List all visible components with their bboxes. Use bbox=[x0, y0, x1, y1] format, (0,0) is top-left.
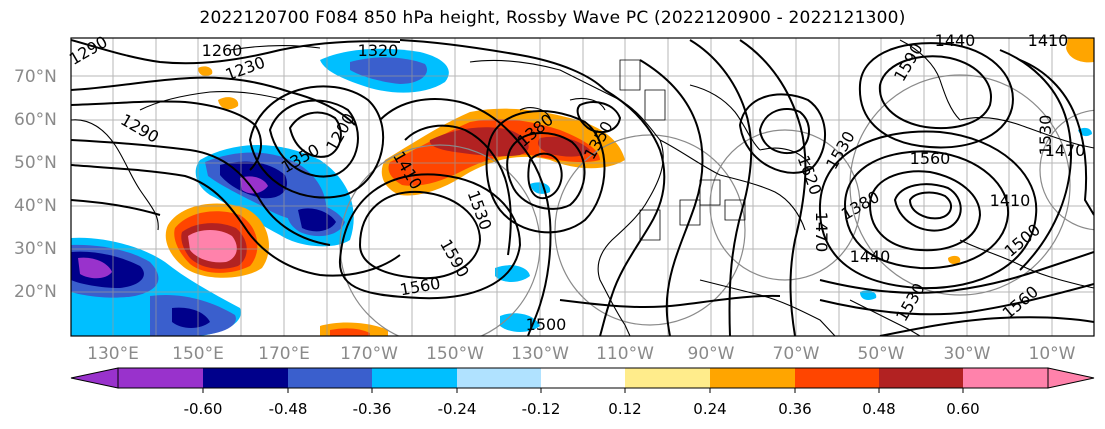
contour-label: 1410 bbox=[990, 191, 1031, 210]
negative-anomaly-region bbox=[495, 265, 530, 282]
contour-label: 1410 bbox=[1028, 31, 1069, 50]
positive-anomaly-region bbox=[330, 328, 370, 336]
negative-anomaly-region bbox=[500, 313, 540, 332]
contour-label: 1500 bbox=[526, 315, 567, 334]
latitude-label: 20°N bbox=[14, 282, 57, 302]
positive-anomaly-region bbox=[1066, 38, 1094, 63]
colorbar-swatch bbox=[710, 368, 795, 388]
colorbar-extend-max bbox=[1047, 367, 1095, 389]
colorbar-tick-label: -0.12 bbox=[521, 400, 561, 418]
colorbar-tick-label: -0.36 bbox=[352, 400, 392, 418]
colorbar-tick-label: 0.12 bbox=[608, 400, 642, 418]
latitude-label: 40°N bbox=[14, 196, 57, 216]
colorbar-swatch bbox=[118, 368, 203, 388]
contour-label: 1260 bbox=[202, 41, 243, 60]
longitude-label: 150°W bbox=[426, 344, 484, 364]
latitude-label: 30°N bbox=[14, 239, 57, 259]
longitude-label: 50°W bbox=[857, 344, 905, 364]
contour-label: 1470 bbox=[812, 212, 831, 253]
longitude-label: 170°E bbox=[258, 344, 310, 364]
longitude-label: 130°W bbox=[511, 344, 569, 364]
colorbar-tick-label: 0.36 bbox=[778, 400, 812, 418]
longitude-label: 110°W bbox=[596, 344, 654, 364]
negative-anomaly-region bbox=[78, 257, 112, 279]
colorbar-swatch bbox=[288, 368, 372, 388]
contour-label: 1320 bbox=[358, 41, 399, 60]
contour-label: 1560 bbox=[910, 149, 951, 168]
colorbar-tick-label: 0.60 bbox=[946, 400, 980, 418]
colorbar-swatch bbox=[457, 368, 541, 388]
colorbar-tick-label: 0.48 bbox=[862, 400, 896, 418]
colorbar-extend-min bbox=[70, 367, 119, 389]
contour-label: 1440 bbox=[850, 247, 891, 266]
longitude-label: 150°E bbox=[172, 344, 224, 364]
colorbar-tick-label: -0.48 bbox=[268, 400, 308, 418]
longitude-label: 170°W bbox=[340, 344, 398, 364]
latitude-label: 50°N bbox=[14, 153, 57, 173]
colorbar-swatch bbox=[541, 368, 625, 388]
colorbar-swatch bbox=[372, 368, 457, 388]
positive-anomaly-region bbox=[538, 136, 590, 157]
latitude-label: 60°N bbox=[14, 110, 57, 130]
longitude-label: 90°W bbox=[687, 344, 735, 364]
longitude-label: 130°E bbox=[87, 344, 139, 364]
colorbar-tick-label: -0.24 bbox=[437, 400, 477, 418]
negative-anomaly-region bbox=[172, 307, 210, 328]
colorbar-outline bbox=[117, 367, 1049, 389]
colorbar-swatch bbox=[203, 368, 288, 388]
longitude-label: 70°W bbox=[772, 344, 820, 364]
colorbar-tick-label: 0.24 bbox=[693, 400, 727, 418]
negative-anomaly-region bbox=[860, 290, 877, 300]
positive-anomaly-region bbox=[948, 255, 961, 265]
height-contours bbox=[71, 39, 1094, 336]
colorbar-swatch bbox=[879, 368, 963, 388]
positive-anomaly-region bbox=[188, 230, 237, 263]
longitude-label: 10°W bbox=[1028, 344, 1076, 364]
contour-label: 1440 bbox=[935, 31, 976, 50]
latitude-label: 70°N bbox=[14, 67, 57, 87]
colorbar-swatch bbox=[625, 368, 710, 388]
colorbar-swatch bbox=[795, 368, 879, 388]
map-frame bbox=[70, 37, 1095, 337]
map-title: 2022120700 F084 850 hPa height, Rossby W… bbox=[199, 8, 906, 28]
contour-label: 1470 bbox=[1045, 141, 1086, 160]
positive-anomaly-region bbox=[198, 66, 213, 76]
colorbar bbox=[70, 367, 1095, 393]
colorbar-swatch bbox=[963, 368, 1048, 388]
contour-label: 1530 bbox=[1036, 115, 1055, 156]
positive-anomaly-region bbox=[218, 97, 239, 110]
colorbar-tick-label: -0.60 bbox=[183, 400, 223, 418]
longitude-label: 30°W bbox=[943, 344, 991, 364]
